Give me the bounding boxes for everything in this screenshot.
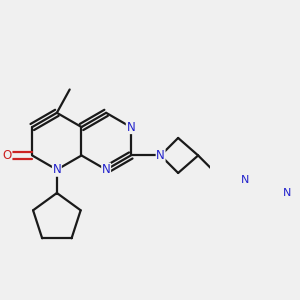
Text: N: N — [283, 188, 292, 198]
Text: N: N — [241, 175, 250, 184]
Text: N: N — [126, 121, 135, 134]
Text: O: O — [3, 149, 12, 162]
Text: N: N — [102, 163, 110, 176]
Text: N: N — [156, 149, 165, 162]
Text: N: N — [52, 163, 61, 176]
